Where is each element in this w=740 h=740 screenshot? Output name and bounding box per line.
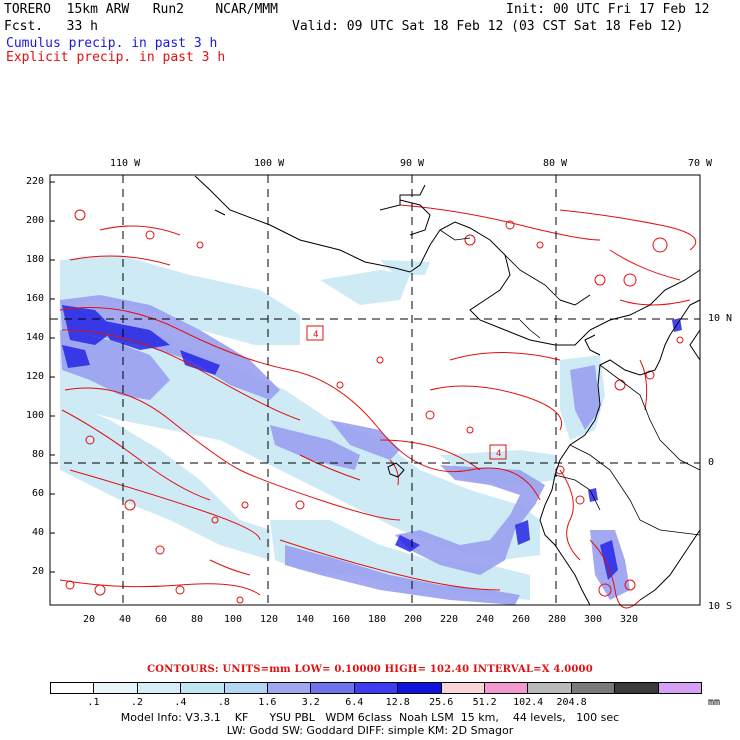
legend-swatch <box>441 683 486 693</box>
low-marker-1: 4 <box>306 325 324 341</box>
lon-label-80w: 80 W <box>543 158 568 169</box>
y-label: 180 <box>26 254 45 265</box>
legend-unit: mm <box>708 697 721 708</box>
legend-swatch <box>528 683 572 693</box>
y-label: 200 <box>26 215 45 226</box>
x-label: 300 <box>584 614 603 625</box>
legend-label: 1.6 <box>258 697 277 708</box>
x-label: 40 <box>119 614 132 625</box>
valid-time: Valid: 09 UTC Sat 18 Feb 12 (03 CST Sat … <box>292 19 684 34</box>
x-label: 180 <box>368 614 387 625</box>
legend-label: 3.2 <box>301 697 320 708</box>
precip-colorbar <box>50 682 702 694</box>
country-borders <box>439 229 701 536</box>
legend-label: 204.8 <box>556 697 587 708</box>
model-info-line1: Model Info: V3.3.1 KF YSU PBL WDM 6class… <box>120 711 620 724</box>
x-label: 320 <box>620 614 639 625</box>
x-label: 280 <box>548 614 567 625</box>
x-label: 120 <box>260 614 279 625</box>
legend-label: 6.4 <box>345 697 364 708</box>
y-label: 220 <box>26 176 45 187</box>
init-time: Init: 00 UTC Fri 17 Feb 12 <box>506 2 710 17</box>
y-label: 140 <box>26 332 45 343</box>
x-label: 100 <box>224 614 243 625</box>
x-label: 220 <box>440 614 459 625</box>
legend-swatch <box>571 683 616 693</box>
legend-swatch <box>224 683 269 693</box>
explicit-field-label: Explicit precip. in past 3 h <box>6 50 226 65</box>
legend-label: .8 <box>217 697 230 708</box>
model-title: TORERO 15km ARW Run2 NCAR/MMM <box>4 2 278 17</box>
legend-swatch <box>51 683 95 693</box>
map-frame <box>49 174 701 606</box>
cumulus-heavy-layer <box>62 305 682 580</box>
x-label: 140 <box>296 614 315 625</box>
legend-label: .2 <box>130 697 143 708</box>
cumulus-field-label: Cumulus precip. in past 3 h <box>6 36 218 51</box>
legend-swatch <box>137 683 182 693</box>
x-label: 260 <box>512 614 531 625</box>
y-label: 60 <box>32 488 45 499</box>
y-label: 100 <box>26 410 45 421</box>
lon-label-100w: 100 W <box>254 158 285 169</box>
lon-label-110w: 110 W <box>110 158 141 169</box>
forecast-hour: Fcst. 33 h <box>4 19 98 34</box>
contours-info: CONTOURS: UNITS=mm LOW= 0.10000 HIGH= 10… <box>147 664 593 675</box>
legend-swatch <box>181 683 225 693</box>
x-label: 60 <box>155 614 168 625</box>
svg-text:4: 4 <box>313 330 318 340</box>
lon-label-90w: 90 W <box>400 158 425 169</box>
model-info-line2: LW: Godd SW: Goddard DIFF: simple KM: 2D… <box>226 724 514 737</box>
y-label: 80 <box>32 449 45 460</box>
legend-label: .4 <box>174 697 187 708</box>
latlon-grid <box>50 175 700 605</box>
lat-label-0: 0 <box>708 457 715 468</box>
legend-swatch <box>268 683 312 693</box>
legend-swatch <box>485 683 529 693</box>
legend-label: .1 <box>87 697 100 708</box>
y-label: 20 <box>32 566 45 577</box>
y-label: 40 <box>32 527 45 538</box>
coastlines <box>194 175 701 606</box>
lon-label-70w: 70 W <box>688 158 713 169</box>
legend-label: 51.2 <box>472 697 497 708</box>
legend-swatch <box>398 683 442 693</box>
legend-label: 12.8 <box>385 697 410 708</box>
x-label: 160 <box>332 614 351 625</box>
y-label: 120 <box>26 371 45 382</box>
legend-swatch <box>94 683 138 693</box>
x-label: 240 <box>476 614 495 625</box>
legend-label: 102.4 <box>513 697 544 708</box>
x-label: 80 <box>191 614 204 625</box>
legend-label: 25.6 <box>429 697 454 708</box>
legend-swatch <box>354 683 399 693</box>
legend-swatch <box>615 683 659 693</box>
lat-label-10n: 10 N <box>708 313 733 324</box>
explicit-precip-cells <box>65 209 684 604</box>
legend-swatch <box>311 683 355 693</box>
explicit-precip-contours <box>59 204 697 609</box>
x-label: 200 <box>404 614 423 625</box>
legend-swatch <box>658 683 702 693</box>
x-label: 20 <box>83 614 96 625</box>
svg-text:4: 4 <box>496 449 501 459</box>
lat-label-10s: 10 S <box>708 601 733 612</box>
low-marker-2: 4 <box>489 444 507 460</box>
cumulus-moderate-layer <box>60 295 630 605</box>
y-label: 160 <box>26 293 45 304</box>
